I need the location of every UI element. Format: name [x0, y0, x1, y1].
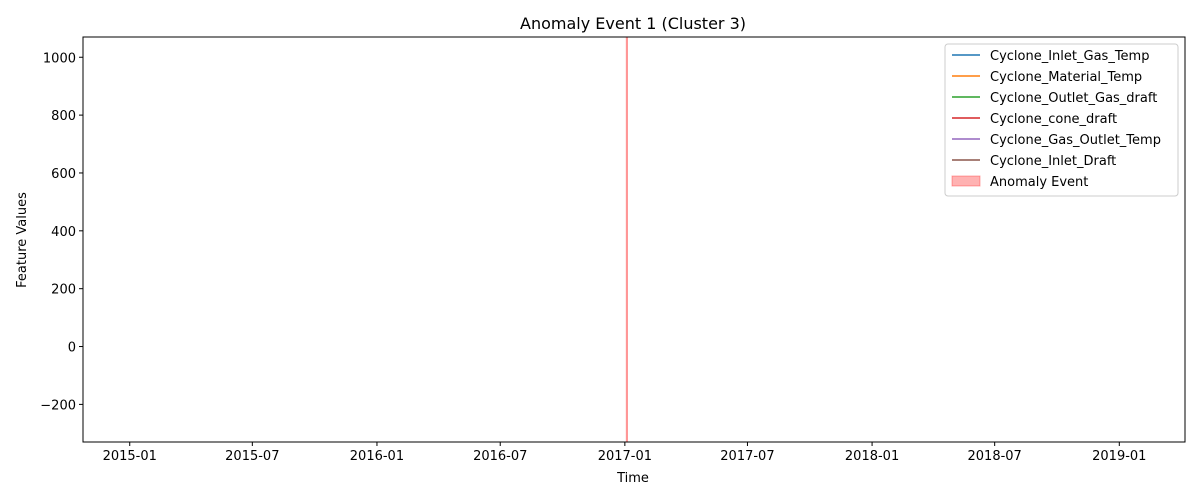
- y-tick-label: −200: [40, 398, 76, 413]
- plot-frame: [82, 36, 1186, 443]
- x-tick-label: 2015-01: [103, 449, 157, 464]
- legend-box: [944, 43, 1179, 197]
- anomaly-event-band: [625, 36, 628, 443]
- x-tick-label: 2016-07: [473, 449, 527, 464]
- x-tick-label: 2019-01: [1092, 449, 1146, 464]
- legend-label: Cyclone_Inlet_Draft: [990, 154, 1116, 169]
- x-tick-label: 2018-01: [845, 449, 899, 464]
- y-tick-label: 0: [68, 341, 76, 356]
- legend-swatch: [951, 175, 981, 187]
- legend-label: Cyclone_Inlet_Gas_Temp: [990, 49, 1149, 64]
- legend-label: Cyclone_Gas_Outlet_Temp: [990, 133, 1161, 148]
- y-tick-label: 1000: [43, 51, 76, 66]
- y-tick-label: 400: [51, 225, 76, 240]
- legend-label: Anomaly Event: [990, 175, 1088, 190]
- y-axis: −200 0 200 400 600 800 1000: [40, 51, 83, 413]
- x-axis: 2015-01 2015-07 2016-01 2016-07 2017-01 2017-…: [103, 442, 1146, 464]
- legend-label: Cyclone_Material_Temp: [990, 70, 1142, 85]
- x-tick-label: 2017-07: [720, 449, 774, 464]
- x-tick-label: 2017-01: [598, 449, 652, 464]
- x-tick-label: 2016-01: [350, 449, 404, 464]
- x-tick-label: 2018-07: [968, 449, 1022, 464]
- legend: Cyclone_Inlet_Gas_Temp Cyclone_Material_T…: [944, 43, 1179, 197]
- x-axis-title: Time: [616, 471, 649, 486]
- legend-label: Cyclone_cone_draft: [990, 112, 1117, 127]
- chart-title: Anomaly Event 1 (Cluster 3): [520, 14, 746, 33]
- legend-label: Cyclone_Outlet_Gas_draft: [990, 91, 1157, 106]
- y-tick-label: 200: [51, 283, 76, 298]
- y-tick-label: 800: [51, 109, 76, 124]
- y-axis-title: Feature Values: [15, 192, 30, 288]
- y-tick-label: 600: [51, 167, 76, 182]
- anomaly-layer: [625, 36, 628, 443]
- x-tick-label: 2015-07: [225, 449, 279, 464]
